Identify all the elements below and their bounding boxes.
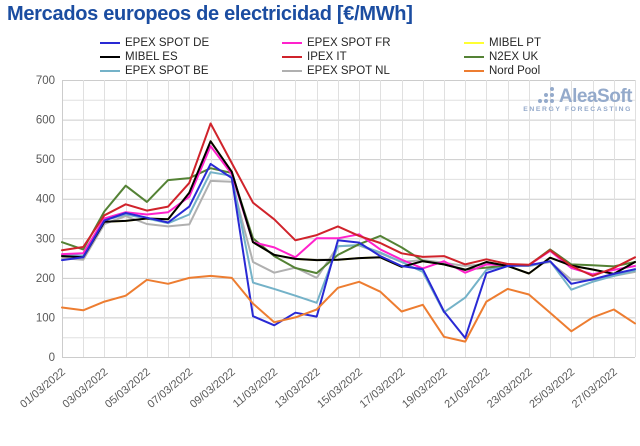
legend-item-epex-spot-fr: EPEX SPOT FR	[282, 36, 464, 50]
legend-label: Nord Pool	[489, 65, 541, 77]
legend-label: EPEX SPOT DE	[125, 37, 210, 49]
legend-swatch	[464, 42, 484, 44]
svg-text:21/03/2022: 21/03/2022	[442, 366, 492, 411]
legend-item-nord-pool: Nord Pool	[464, 64, 634, 78]
legend-swatch	[100, 70, 120, 72]
svg-text:05/03/2022: 05/03/2022	[103, 366, 153, 411]
legend-item-mibel-pt: MIBEL PT	[464, 36, 634, 50]
svg-text:500: 500	[36, 154, 55, 166]
legend-label: EPEX SPOT NL	[307, 65, 390, 77]
legend-swatch	[100, 42, 120, 44]
series-line-epex-spot-de	[61, 162, 636, 339]
x-axis-tick-labels: 01/03/202203/03/202205/03/202207/03/2022…	[18, 366, 620, 411]
svg-text:07/03/2022: 07/03/2022	[145, 366, 195, 411]
series-line-mibel-es	[61, 140, 636, 275]
series-lines	[61, 122, 636, 343]
legend-item-epex-spot-be: EPEX SPOT BE	[100, 64, 282, 78]
svg-text:11/03/2022: 11/03/2022	[231, 366, 280, 410]
svg-text:300: 300	[36, 233, 55, 245]
svg-text:01/03/2022: 01/03/2022	[18, 366, 68, 411]
legend-swatch	[464, 56, 484, 58]
aleasoft-logo-dots-icon	[537, 87, 554, 106]
gridlines	[62, 80, 636, 358]
svg-text:600: 600	[36, 115, 55, 127]
svg-text:27/03/2022: 27/03/2022	[570, 366, 620, 411]
legend-swatch	[464, 70, 484, 72]
legend-swatch	[282, 42, 302, 44]
y-axis-tick-labels: 0 100 200 300 400 500 600 700	[36, 75, 55, 364]
series-line-ipex-it	[61, 122, 636, 277]
legend-item-epex-spot-nl: EPEX SPOT NL	[282, 64, 464, 78]
svg-text:17/03/2022: 17/03/2022	[358, 366, 408, 411]
aleasoft-logo: AleaSoft ENERGY FORECASTING	[452, 86, 633, 113]
svg-text:23/03/2022: 23/03/2022	[485, 366, 535, 411]
legend-label: IPEX IT	[307, 51, 347, 63]
svg-text:19/03/2022: 19/03/2022	[400, 366, 450, 411]
svg-text:25/03/2022: 25/03/2022	[527, 366, 577, 411]
legend-item-ipex-it: IPEX IT	[282, 50, 464, 64]
legend-label: N2EX UK	[489, 51, 539, 63]
svg-text:09/03/2022: 09/03/2022	[188, 366, 238, 411]
legend-item-mibel-es: MIBEL ES	[100, 50, 282, 64]
svg-text:400: 400	[36, 194, 55, 206]
chart-title: Mercados europeos de electricidad [€/MWh…	[7, 3, 413, 25]
svg-text:700: 700	[36, 75, 55, 87]
svg-text:200: 200	[36, 273, 55, 285]
legend-label: EPEX SPOT FR	[307, 37, 391, 49]
legend-swatch	[100, 56, 120, 58]
series-line-nord-pool	[61, 274, 636, 343]
svg-text:0: 0	[49, 352, 55, 364]
svg-text:13/03/2022: 13/03/2022	[273, 366, 323, 411]
legend-item-epex-spot-de: EPEX SPOT DE	[100, 36, 282, 50]
aleasoft-logo-name: AleaSoft	[558, 86, 633, 107]
svg-text:15/03/2022: 15/03/2022	[315, 366, 365, 411]
legend-label: MIBEL ES	[125, 51, 178, 63]
legend-swatch	[282, 56, 302, 58]
legend: EPEX SPOT DE MIBEL ES EPEX SPOT BE EPEX SPO…	[100, 36, 640, 78]
legend-swatch	[282, 70, 302, 72]
legend-item-n2ex-uk: N2EX UK	[464, 50, 634, 64]
svg-text:03/03/2022: 03/03/2022	[60, 366, 110, 411]
svg-text:100: 100	[36, 312, 55, 324]
legend-label: EPEX SPOT BE	[125, 65, 209, 77]
legend-label: MIBEL PT	[489, 37, 541, 49]
aleasoft-logo-tagline: ENERGY FORECASTING	[523, 106, 632, 113]
